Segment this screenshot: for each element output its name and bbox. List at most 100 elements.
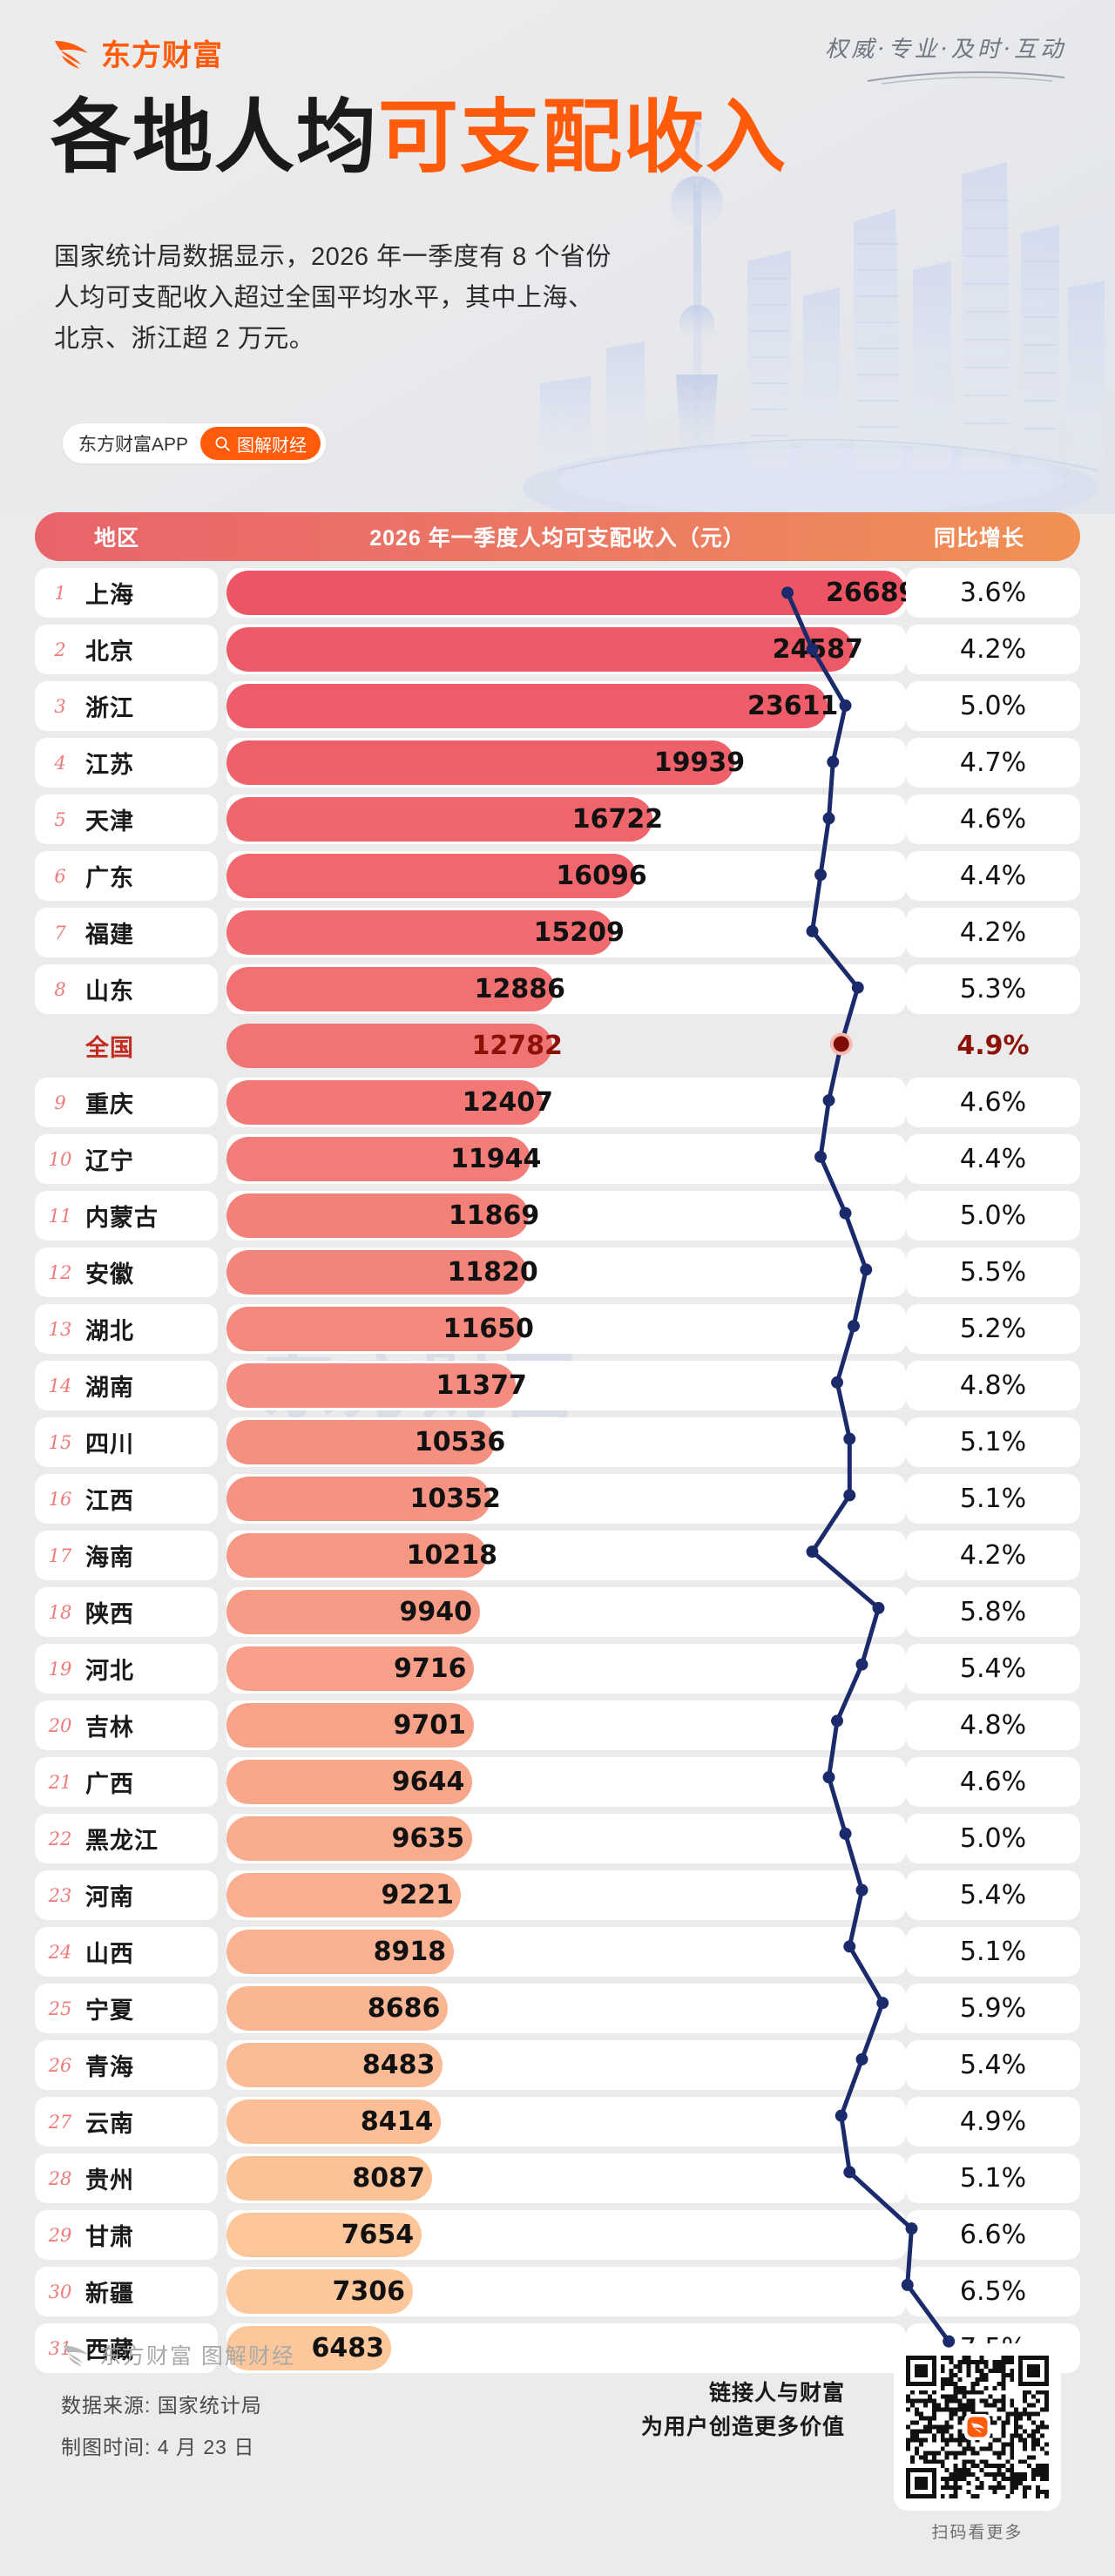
value-bar xyxy=(226,1760,472,1804)
tag-label: 图解财经 xyxy=(237,436,307,456)
growth-cell: 4.6% xyxy=(906,1078,1080,1127)
value-bar xyxy=(226,571,906,615)
rank-region-cell: 7 福建 xyxy=(35,908,218,957)
value-bar xyxy=(226,2043,443,2087)
growth-cell: 4.9% xyxy=(906,2097,1080,2147)
value-bar xyxy=(226,1873,462,1917)
row-region: 贵州 xyxy=(85,2167,134,2194)
title-black: 各地人均 xyxy=(51,91,379,184)
row-value: 10218 xyxy=(406,1540,497,1571)
rank-region-cell: 11 内蒙古 xyxy=(35,1191,218,1241)
row-growth: 4.6% xyxy=(959,1087,1027,1118)
row-region: 湖南 xyxy=(85,1375,134,1401)
table-row: 9 重庆 12407 4.6% xyxy=(35,1078,1080,1127)
growth-cell: 5.5% xyxy=(906,1247,1080,1297)
growth-cell: 4.8% xyxy=(906,1361,1080,1410)
row-growth: 5.0% xyxy=(959,1823,1027,1854)
row-region: 陕西 xyxy=(85,1601,134,1627)
rank-region-cell: 22 黑龙江 xyxy=(35,1814,218,1863)
growth-cell: 4.2% xyxy=(906,908,1080,957)
row-growth: 4.4% xyxy=(959,1144,1027,1174)
page-subtitle: 国家统计局数据显示，2026 年一季度有 8 个省份人均可支配收入超过全国平均水… xyxy=(54,243,612,353)
rank-region-cell: 18 陕西 xyxy=(35,1587,218,1637)
growth-cell: 4.4% xyxy=(906,851,1080,901)
value-bar xyxy=(226,1533,487,1578)
row-value: 11869 xyxy=(448,1200,540,1231)
table-row: 20 吉林 9701 4.8% xyxy=(35,1700,1080,1750)
app-badge[interactable]: 东方财富APP 图解财经 xyxy=(63,423,327,463)
row-growth: 5.1% xyxy=(959,1937,1027,1967)
row-value: 8087 xyxy=(352,2163,425,2194)
table-row: 19 河北 9716 5.4% xyxy=(35,1644,1080,1694)
row-growth: 5.2% xyxy=(959,1314,1027,1344)
row-value: 10536 xyxy=(414,1427,506,1457)
value-bar-cell: 9221 xyxy=(226,1870,906,1920)
row-region: 海南 xyxy=(85,1545,134,1571)
qr-code-icon[interactable] xyxy=(906,2356,1049,2498)
value-bar-cell: 8087 xyxy=(226,2153,906,2203)
value-bar-cell: 7306 xyxy=(226,2267,906,2316)
row-region: 辽宁 xyxy=(85,1148,134,1174)
value-bar-cell: 16096 xyxy=(226,851,906,901)
table-row: 全国 12782 4.9% xyxy=(35,1021,1080,1071)
row-region: 宁夏 xyxy=(85,1998,134,2024)
row-rank: 3 xyxy=(54,695,66,717)
row-rank: 4 xyxy=(54,752,66,774)
column-header-region: 地区 xyxy=(94,526,140,551)
growth-cell: 5.2% xyxy=(906,1304,1080,1354)
row-value: 8483 xyxy=(362,2050,436,2080)
rank-region-cell: 20 吉林 xyxy=(35,1700,218,1750)
growth-cell: 3.6% xyxy=(906,568,1080,618)
table-row: 7 福建 15209 4.2% xyxy=(35,908,1080,957)
growth-cell: 5.4% xyxy=(906,2040,1080,2090)
value-bar xyxy=(226,967,555,1011)
brand-name: 东方财富 xyxy=(101,38,223,73)
rank-region-cell: 13 湖北 xyxy=(35,1304,218,1354)
row-value: 26689 xyxy=(826,578,917,608)
row-value: 8686 xyxy=(367,1993,441,2024)
row-value: 9701 xyxy=(393,1710,467,1741)
value-bar xyxy=(226,797,652,842)
rank-region-cell: 10 辽宁 xyxy=(35,1134,218,1184)
row-rank: 19 xyxy=(48,1658,72,1680)
row-value: 7654 xyxy=(341,2220,415,2250)
tujie-caijing-tag[interactable]: 图解财经 xyxy=(200,427,321,460)
table-row: 16 江西 10352 5.1% xyxy=(35,1474,1080,1524)
value-bar-cell: 10218 xyxy=(226,1531,906,1580)
qr-card[interactable] xyxy=(894,2343,1061,2511)
row-growth: 4.2% xyxy=(959,634,1027,665)
value-bar xyxy=(226,1137,531,1181)
rank-region-cell: 1 上海 xyxy=(35,568,218,618)
qr-block[interactable]: 扫码看更多 xyxy=(894,2343,1061,2543)
value-bar-cell: 12886 xyxy=(226,964,906,1014)
row-growth: 5.1% xyxy=(959,2163,1027,2194)
value-bar-cell: 10536 xyxy=(226,1417,906,1467)
rank-region-cell: 21 广西 xyxy=(35,1757,218,1807)
row-growth: 6.6% xyxy=(959,2220,1027,2250)
row-growth: 5.3% xyxy=(959,974,1027,1004)
table-row: 27 云南 8414 4.9% xyxy=(35,2097,1080,2147)
rank-region-cell: 5 天津 xyxy=(35,794,218,844)
rank-region-cell: 14 湖南 xyxy=(35,1361,218,1410)
table-row: 5 天津 16722 4.6% xyxy=(35,794,1080,844)
table-row: 17 海南 10218 4.2% xyxy=(35,1531,1080,1580)
table-row: 11 内蒙古 11869 5.0% xyxy=(35,1191,1080,1241)
row-region: 云南 xyxy=(85,2111,134,2137)
row-value: 9940 xyxy=(399,1597,473,1627)
row-growth: 5.1% xyxy=(959,1427,1027,1457)
row-rank: 11 xyxy=(48,1205,72,1227)
row-value: 16096 xyxy=(556,861,647,891)
table-row: 2 北京 24587 4.2% xyxy=(35,625,1080,674)
row-region: 安徽 xyxy=(85,1261,134,1288)
row-growth: 4.7% xyxy=(959,747,1027,778)
value-bar xyxy=(226,910,614,955)
growth-cell: 5.4% xyxy=(906,1644,1080,1694)
table-row: 8 山东 12886 5.3% xyxy=(35,964,1080,1014)
row-growth: 5.0% xyxy=(959,691,1027,721)
table-body: 1 上海 26689 3.6% 2 北京 24587 4.2% 3 浙江 23611 5.0% 4 江苏 1… xyxy=(35,568,1080,2373)
row-region: 甘肃 xyxy=(85,2224,134,2250)
row-region: 浙江 xyxy=(85,695,134,721)
value-bar xyxy=(226,2326,392,2370)
value-bar xyxy=(226,2099,441,2144)
table-row: 10 辽宁 11944 4.4% xyxy=(35,1134,1080,1184)
